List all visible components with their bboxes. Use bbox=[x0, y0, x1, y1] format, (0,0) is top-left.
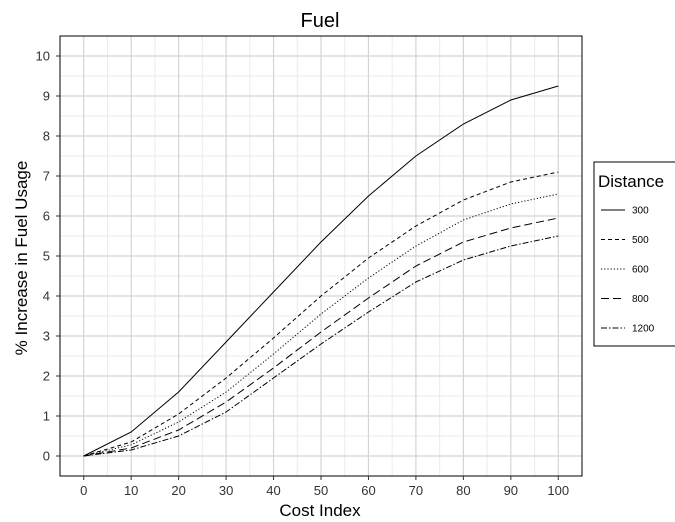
x-tick-label: 70 bbox=[409, 483, 423, 498]
y-tick-label: 2 bbox=[43, 369, 50, 384]
y-tick-label: 0 bbox=[43, 449, 50, 464]
y-tick-label: 8 bbox=[43, 129, 50, 144]
legend-title: Distance bbox=[598, 172, 664, 191]
chart-title: Fuel bbox=[301, 10, 340, 32]
series-line-500 bbox=[83, 171, 559, 457]
y-tick-label: 9 bbox=[43, 89, 50, 104]
x-tick-label: 100 bbox=[547, 483, 569, 498]
legend-box bbox=[593, 161, 675, 347]
x-tick-label: 80 bbox=[456, 483, 470, 498]
x-axis-label: Cost Index bbox=[279, 501, 361, 520]
series-line-800 bbox=[83, 217, 559, 457]
x-tick-label: 50 bbox=[314, 483, 328, 498]
legend-label-600: 600 bbox=[632, 265, 649, 276]
x-tick-label: 10 bbox=[124, 483, 138, 498]
legend-label-300: 300 bbox=[632, 206, 649, 217]
plot-area: 0 10 20 30 40 50 60 70 80 90 100 0 1 2 3 4 5 6 7 8 9 10 bbox=[36, 35, 583, 498]
y-tick-label: 5 bbox=[43, 249, 50, 264]
x-tick-label: 40 bbox=[266, 483, 280, 498]
legend-label-800: 800 bbox=[632, 294, 649, 305]
y-tick-label: 7 bbox=[43, 169, 50, 184]
x-tick-label: 20 bbox=[171, 483, 185, 498]
y-tick-label: 4 bbox=[43, 289, 50, 304]
series-line-1200 bbox=[83, 235, 559, 457]
legend: Distance 300 500 600 800 1200 bbox=[593, 161, 675, 347]
x-tick-label: 60 bbox=[361, 483, 375, 498]
y-tick-label: 3 bbox=[43, 329, 50, 344]
x-tick-label: 90 bbox=[504, 483, 518, 498]
x-tick-label: 0 bbox=[80, 483, 87, 498]
y-axis-label: % Increase in Fuel Usage bbox=[12, 161, 31, 356]
legend-label-1200: 1200 bbox=[632, 324, 655, 335]
series-line-600 bbox=[83, 193, 559, 457]
y-tick-label: 10 bbox=[36, 49, 50, 64]
x-tick-label: 30 bbox=[219, 483, 233, 498]
y-tick-label: 6 bbox=[43, 209, 50, 224]
y-tick-label: 1 bbox=[43, 409, 50, 424]
series-line-300 bbox=[83, 85, 559, 457]
legend-label-500: 500 bbox=[632, 235, 649, 246]
